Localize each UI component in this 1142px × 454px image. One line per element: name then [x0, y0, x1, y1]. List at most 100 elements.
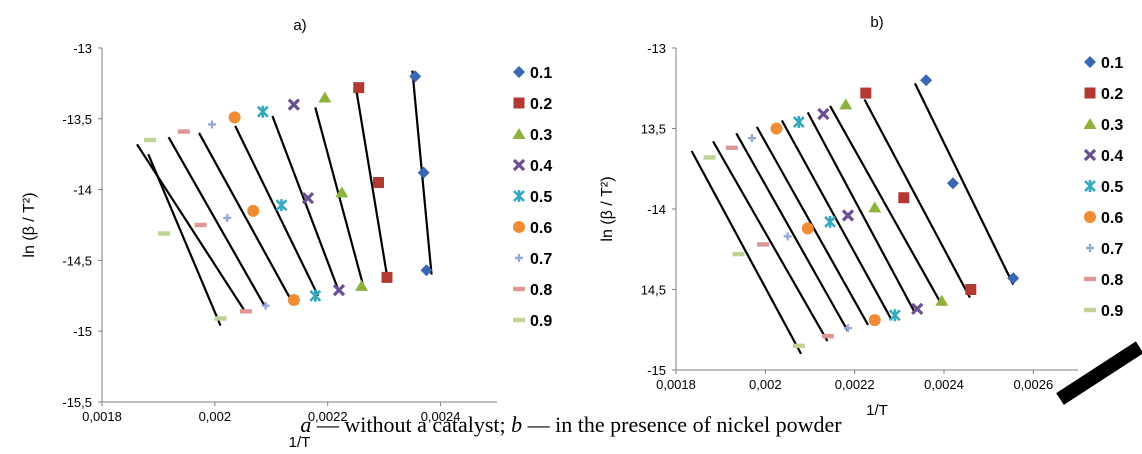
panel-a-legend-marker-0.6: [513, 221, 525, 233]
panel-a-point-0.9: [158, 231, 171, 236]
caption-a-letter: a: [300, 412, 312, 437]
panel-b-point-0.6: [801, 222, 814, 235]
panel-a-x-axis-label: 1/T: [289, 434, 311, 451]
panel-a-point-0.7: [223, 213, 232, 222]
panel-b-legend-label-0.1: 0.1: [1101, 55, 1123, 72]
panel-a-legend-label-0.7: 0.7: [530, 251, 552, 268]
panel-b-x-tick-label: 0,0024: [924, 377, 964, 392]
panel-a-point-0.4: [287, 98, 300, 111]
panel-a-series-0.4: [271, 98, 346, 297]
panel-b-x-tick-label: 0,0026: [1013, 377, 1053, 392]
panel-b-point-0.8: [821, 333, 834, 339]
panel-b-x-axis-label: 1/T: [866, 402, 888, 419]
panel-b-series-0.1: [913, 74, 1020, 286]
panel-b-point-0.6: [868, 314, 881, 327]
panel-b-legend-label-0.7: 0.7: [1101, 241, 1123, 258]
panel-b-point-0.6: [770, 122, 783, 135]
panel-a-point-0.6: [228, 111, 241, 124]
panel-a-y-tick-label: -13: [73, 41, 92, 56]
panel-b-point-0.1: [946, 177, 959, 190]
panel-b-legend-marker-0.7: [1086, 244, 1094, 252]
panel-b-y-tick-label: -13: [647, 41, 666, 56]
panel-a-point-0.5: [309, 289, 322, 302]
panel-a-point-0.3: [335, 186, 349, 198]
panel-a-point-0.8: [194, 222, 207, 228]
panel-a-series-0.8: [136, 129, 252, 314]
panel-a-point-0.9: [143, 137, 156, 143]
panel-a-point-0.7: [261, 301, 270, 310]
panel-a-point-0.8: [239, 309, 252, 314]
panel-a-series-0.7: [167, 120, 270, 310]
panel-b-legend-label-0.9: 0.9: [1101, 303, 1123, 320]
panel-b-point-0.3: [839, 98, 853, 110]
panel-a-series-0.6: [198, 111, 300, 307]
panel-a-y-tick-label: -14: [73, 183, 92, 198]
panel-a-x-tick-label: 0,002: [199, 409, 232, 424]
panel-a-fit-line-0.7: [167, 136, 266, 307]
panel-a-legend-marker-0.4: [512, 158, 526, 172]
panel-b-fit-line-0.1: [913, 82, 1015, 286]
panel-a-fit-line-0.9: [147, 153, 222, 326]
panel-a-fit-line-0.6: [198, 132, 292, 301]
panel-b-legend-marker-0.8: [1084, 276, 1096, 282]
panel-a-legend-marker-0.7: [515, 254, 523, 262]
panel-a-point-0.1: [420, 264, 433, 277]
panel-a-legend-marker-0.1: [513, 66, 525, 78]
panel-a-legend-marker-0.3: [512, 128, 526, 139]
panel-b-point-0.4: [911, 302, 924, 315]
panel-b-legend-label-0.6: 0.6: [1101, 210, 1123, 227]
panel-b-point-0.7: [747, 134, 756, 143]
panel-b-x-tick-label: 0,0022: [835, 377, 875, 392]
panel-a-point-0.3: [318, 91, 332, 103]
panel-a-fit-line-0.2: [354, 87, 389, 279]
panel-a-point-0.5: [275, 199, 288, 212]
panel-b-fit-line-0.8: [712, 140, 829, 342]
panel-b-point-0.9: [792, 343, 805, 349]
panel-b-point-0.7: [783, 232, 792, 241]
panel-b-series-0.3: [829, 98, 949, 307]
panel-a-point-0.6: [247, 204, 260, 217]
figure-caption: a — without a catalyst; b — in the prese…: [0, 412, 1142, 438]
panel-b-series-0.6: [755, 122, 881, 327]
panel-b-fit-line-0.5: [780, 119, 892, 320]
panel-a-legend-label-0.3: 0.3: [530, 127, 552, 144]
panel-a-fit-line-0.5: [234, 125, 320, 297]
panel-a-y-tick-label: -15,5: [62, 395, 92, 410]
panel-b-series-0.2: [860, 87, 977, 299]
panel-a-legend-marker-0.9: [513, 317, 525, 323]
panel-b-x-tick-label: 0,002: [749, 377, 782, 392]
panel-b-point-0.2: [860, 87, 872, 99]
panel-b-legend-label-0.4: 0.4: [1101, 148, 1123, 165]
panel-b-y-tick-label: -14: [647, 202, 666, 217]
panel-a-legend-marker-0.5: [513, 190, 525, 202]
panel-b-point-0.4: [841, 209, 855, 222]
panel-b-point-0.4: [817, 107, 830, 121]
panel-a-point-0.8: [177, 129, 190, 134]
panel-b-point-0.9: [732, 251, 745, 257]
panel-b-point-0.2: [965, 284, 977, 295]
panel-a-series-0.3: [314, 91, 369, 291]
panel-a-x-tick-label: 0,0022: [308, 409, 348, 424]
panel-b-point-0.1: [1007, 272, 1020, 285]
panel-b-point-0.5: [888, 309, 901, 322]
panel-a-series-0.2: [353, 82, 393, 283]
panel-b-fit-line-0.9: [690, 150, 803, 355]
panel-a-point-0.7: [208, 120, 217, 129]
panel-a-legend-label-0.8: 0.8: [530, 282, 552, 299]
panel-a-point-0.2: [373, 177, 384, 189]
panel-a-series-0.1: [409, 70, 433, 277]
panel-b-y-tick-label: 14,5: [641, 283, 666, 298]
panel-b-fit-line-0.2: [863, 99, 971, 299]
panel-b-series-0.7: [735, 132, 852, 333]
panel-b-y-tick-label: 13,5: [641, 122, 666, 137]
caption-a-text: — without a catalyst;: [311, 412, 512, 437]
panel-b-series-0.5: [780, 116, 901, 322]
panel-a-legend-label-0.1: 0.1: [530, 65, 552, 82]
panel-a-legend-label-0.9: 0.9: [530, 313, 552, 330]
panel-b-point-0.2: [898, 192, 910, 204]
panel-b-fit-line-0.3: [829, 105, 944, 307]
panel-b-legend-marker-0.1: [1084, 56, 1096, 68]
panel-b-legend-marker-0.3: [1083, 118, 1097, 129]
panel-b-legend-label-0.5: 0.5: [1101, 179, 1123, 196]
